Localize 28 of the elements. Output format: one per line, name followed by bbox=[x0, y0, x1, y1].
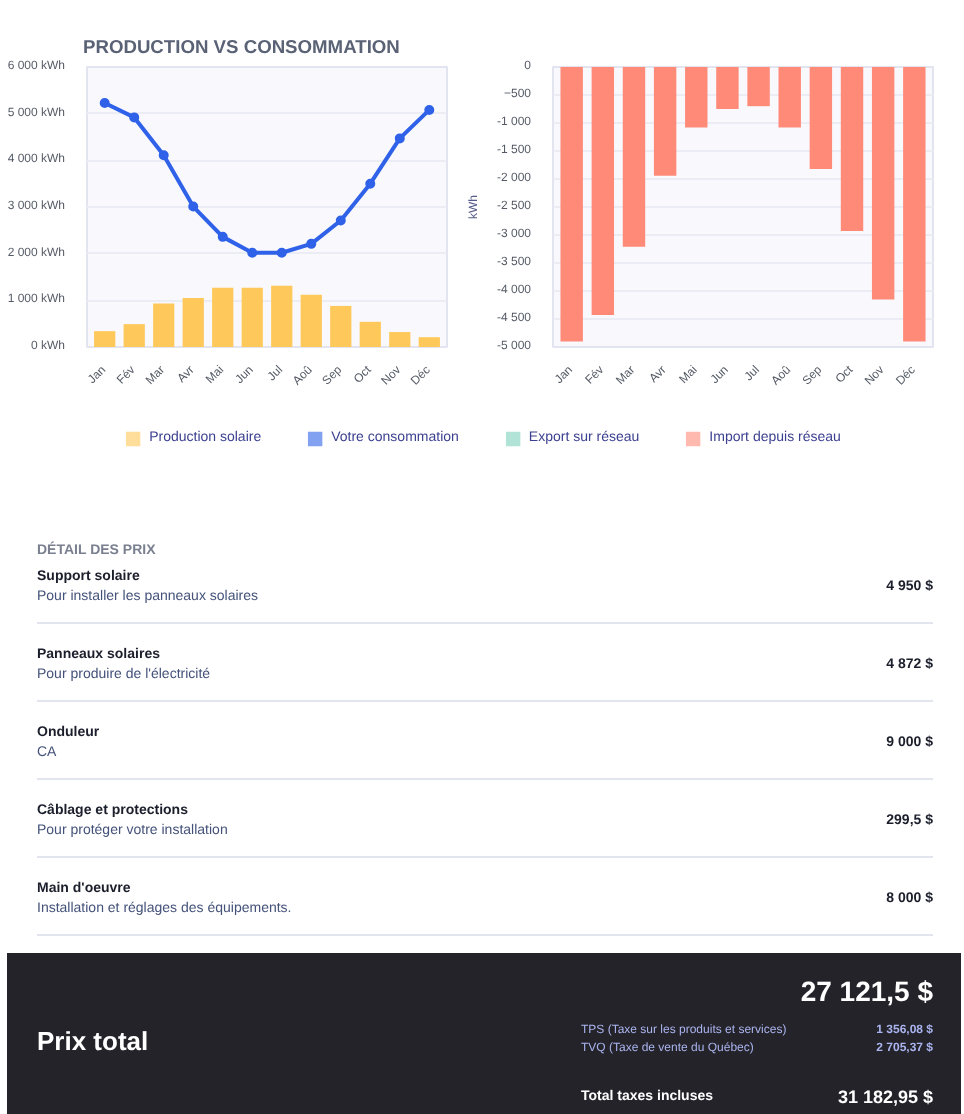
bar bbox=[241, 287, 263, 347]
bar bbox=[418, 337, 440, 347]
bar bbox=[300, 294, 322, 347]
point bbox=[335, 215, 346, 226]
bar bbox=[94, 331, 116, 347]
bar bbox=[330, 305, 352, 347]
point bbox=[129, 112, 140, 123]
point bbox=[99, 97, 110, 108]
bar bbox=[123, 324, 145, 347]
chart-title: PRODUCTION VS CONSOMMATION bbox=[83, 37, 401, 57]
bar bbox=[359, 321, 381, 347]
bar bbox=[182, 298, 204, 347]
bar bbox=[271, 285, 293, 347]
text: 27 121,5 $ bbox=[800, 975, 934, 1007]
point bbox=[365, 178, 376, 189]
point bbox=[306, 238, 317, 249]
point bbox=[276, 247, 287, 258]
bar bbox=[212, 287, 234, 347]
text: Prix total bbox=[37, 1026, 149, 1056]
point bbox=[158, 150, 169, 161]
point bbox=[247, 247, 258, 258]
text: 31 182,95 $ bbox=[837, 1087, 933, 1107]
point bbox=[217, 231, 228, 242]
bar bbox=[389, 332, 411, 347]
bar bbox=[153, 303, 175, 347]
point bbox=[394, 133, 405, 144]
point bbox=[424, 104, 435, 115]
point bbox=[188, 201, 199, 212]
